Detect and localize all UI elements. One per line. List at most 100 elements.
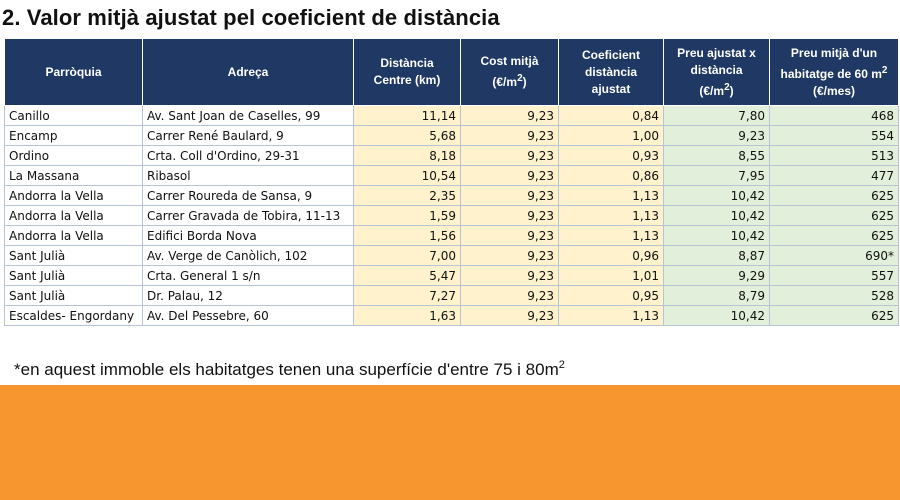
footer-band — [0, 385, 900, 500]
cell-distancia: 11,14 — [353, 105, 461, 126]
cell-preu-ajustat: 9,23 — [663, 125, 770, 146]
table-row: Andorra la Vella Carrer Gravada de Tobira… — [4, 205, 899, 226]
cell-distancia: 1,59 — [353, 205, 461, 226]
cell-distancia: 8,18 — [353, 145, 461, 166]
cell-preu-ajustat: 9,29 — [663, 265, 770, 286]
cell-preu-ajustat: 7,95 — [663, 165, 770, 186]
cell-cost-mitja: 9,23 — [460, 185, 559, 206]
cell-preu-ajustat: 8,79 — [663, 285, 770, 306]
cell-adreca: Dr. Palau, 12 — [142, 285, 354, 306]
cell-cost-mitja: 9,23 — [460, 205, 559, 226]
cell-cost-mitja: 9,23 — [460, 125, 559, 146]
cell-coeficient: 1,01 — [558, 265, 664, 286]
cell-coeficient: 1,13 — [558, 305, 664, 326]
cell-preu-ajustat: 8,87 — [663, 245, 770, 266]
cell-coeficient: 0,96 — [558, 245, 664, 266]
cell-coeficient: 0,86 — [558, 165, 664, 186]
table-row: La Massana Ribasol 10,54 9,23 0,86 7,95 477 — [4, 165, 899, 186]
cell-coeficient: 1,13 — [558, 225, 664, 246]
table-row: Encamp Carrer René Baulard, 9 5,68 9,23 1,00… — [4, 125, 899, 146]
cell-preu-mitja: 477 — [769, 165, 899, 186]
cell-preu-mitja: 528 — [769, 285, 899, 306]
cell-cost-mitja: 9,23 — [460, 305, 559, 326]
cell-preu-mitja: 625 — [769, 225, 899, 246]
table-header-row: Parròquia Adreça Distància Centre (km) C… — [4, 38, 899, 106]
cell-distancia: 1,56 — [353, 225, 461, 246]
cell-coeficient: 0,84 — [558, 105, 664, 126]
cell-preu-mitja: 690* — [769, 245, 899, 266]
cell-coeficient: 1,13 — [558, 185, 664, 206]
cell-parroquia: Sant Julià — [4, 285, 143, 306]
cell-preu-ajustat: 10,42 — [663, 205, 770, 226]
data-table: Parròquia Adreça Distància Centre (km) C… — [4, 38, 899, 326]
cell-adreca: Crta. Coll d'Ordino, 29-31 — [142, 145, 354, 166]
page-title: 2. Valor mitjà ajustat pel coeficient de… — [2, 5, 500, 30]
table-row: Canillo Av. Sant Joan de Caselles, 99 11,1… — [4, 105, 899, 126]
cell-cost-mitja: 9,23 — [460, 165, 559, 186]
cell-distancia: 5,47 — [353, 265, 461, 286]
cell-preu-mitja: 513 — [769, 145, 899, 166]
cell-preu-mitja: 468 — [769, 105, 899, 126]
cell-preu-mitja: 625 — [769, 185, 899, 206]
cell-parroquia: Ordino — [4, 145, 143, 166]
header-parroquia: Parròquia — [4, 38, 143, 106]
cell-preu-ajustat: 7,80 — [663, 105, 770, 126]
header-cost-mitja: Cost mitjà (€/m2) — [460, 38, 559, 106]
cell-coeficient: 0,93 — [558, 145, 664, 166]
cell-preu-ajustat: 10,42 — [663, 225, 770, 246]
table-row: Sant Julià Dr. Palau, 12 7,27 9,23 0,95 8,79 5… — [4, 285, 899, 306]
cell-distancia: 10,54 — [353, 165, 461, 186]
cell-cost-mitja: 9,23 — [460, 285, 559, 306]
cell-adreca: Ribasol — [142, 165, 354, 186]
cell-cost-mitja: 9,23 — [460, 245, 559, 266]
cell-cost-mitja: 9,23 — [460, 265, 559, 286]
cell-preu-ajustat: 10,42 — [663, 305, 770, 326]
table-body: Canillo Av. Sant Joan de Caselles, 99 11,1… — [4, 105, 899, 326]
cell-parroquia: Sant Julià — [4, 245, 143, 266]
cell-parroquia: Andorra la Vella — [4, 205, 143, 226]
table-row: Ordino Crta. Coll d'Ordino, 29-31 8,18 9,23… — [4, 145, 899, 166]
cell-preu-mitja: 625 — [769, 305, 899, 326]
table-row: Escaldes- Engordany Av. Del Pessebre, 60 1… — [4, 305, 899, 326]
cell-adreca: Carrer René Baulard, 9 — [142, 125, 354, 146]
table-row: Andorra la Vella Carrer Roureda de Sansa,… — [4, 185, 899, 206]
cell-cost-mitja: 9,23 — [460, 145, 559, 166]
cell-adreca: Carrer Gravada de Tobira, 11-13 — [142, 205, 354, 226]
cell-adreca: Av. Verge de Canòlich, 102 — [142, 245, 354, 266]
cell-distancia: 5,68 — [353, 125, 461, 146]
cell-adreca: Carrer Roureda de Sansa, 9 — [142, 185, 354, 206]
cell-preu-ajustat: 8,55 — [663, 145, 770, 166]
cell-preu-ajustat: 10,42 — [663, 185, 770, 206]
cell-coeficient: 0,95 — [558, 285, 664, 306]
header-preu-ajustat: Preu ajustat x distància (€/m2) — [663, 38, 770, 106]
cell-coeficient: 1,13 — [558, 205, 664, 226]
cell-parroquia: Andorra la Vella — [4, 225, 143, 246]
cell-parroquia: Andorra la Vella — [4, 185, 143, 206]
cell-adreca: Av. Del Pessebre, 60 — [142, 305, 354, 326]
cell-distancia: 7,27 — [353, 285, 461, 306]
cell-preu-mitja: 554 — [769, 125, 899, 146]
cell-parroquia: La Massana — [4, 165, 143, 186]
cell-coeficient: 1,00 — [558, 125, 664, 146]
cell-parroquia: Escaldes- Engordany — [4, 305, 143, 326]
cell-parroquia: Sant Julià — [4, 265, 143, 286]
table-row: Sant Julià Crta. General 1 s/n 5,47 9,23 1,0… — [4, 265, 899, 286]
cell-adreca: Av. Sant Joan de Caselles, 99 — [142, 105, 354, 126]
cell-parroquia: Encamp — [4, 125, 143, 146]
cell-preu-mitja: 625 — [769, 205, 899, 226]
header-coeficient: Coeficient distància ajustat — [558, 38, 664, 106]
table-row: Sant Julià Av. Verge de Canòlich, 102 7,00… — [4, 245, 899, 266]
header-distancia: Distància Centre (km) — [353, 38, 461, 106]
cell-cost-mitja: 9,23 — [460, 225, 559, 246]
cell-preu-mitja: 557 — [769, 265, 899, 286]
cell-adreca: Crta. General 1 s/n — [142, 265, 354, 286]
cell-distancia: 2,35 — [353, 185, 461, 206]
footnote: *en aquest immoble els habitatges tenen … — [14, 359, 565, 379]
cell-distancia: 1,63 — [353, 305, 461, 326]
cell-distancia: 7,00 — [353, 245, 461, 266]
cell-parroquia: Canillo — [4, 105, 143, 126]
cell-adreca: Edifici Borda Nova — [142, 225, 354, 246]
header-preu-mitja: Preu mitjà d'un habitatge de 60 m2 (€/me… — [769, 38, 899, 106]
header-adreca: Adreça — [142, 38, 354, 106]
cell-cost-mitja: 9,23 — [460, 105, 559, 126]
